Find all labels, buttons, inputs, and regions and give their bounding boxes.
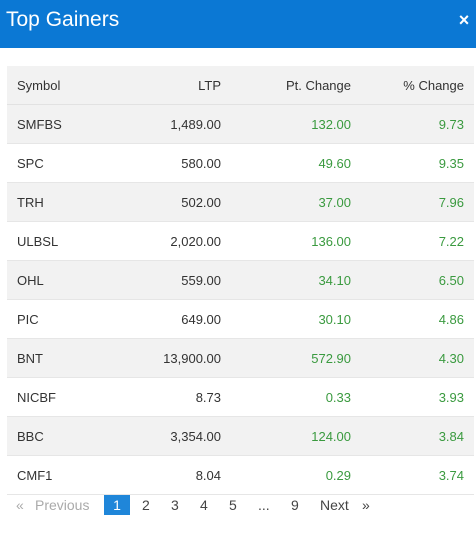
- table-header-row: Symbol LTP Pt. Change % Change: [7, 66, 474, 105]
- pct-change-cell: 4.30: [361, 338, 474, 378]
- pct-change-cell: 3.93: [361, 377, 474, 417]
- table-row[interactable]: CMF1 8.04 0.29 3.74: [7, 455, 474, 495]
- header-ltp[interactable]: LTP: [123, 66, 231, 105]
- ltp-cell: 2,020.00: [123, 221, 231, 261]
- previous-button: Previous: [35, 497, 90, 513]
- ltp-cell: 580.00: [123, 143, 231, 183]
- symbol-cell[interactable]: SPC: [7, 143, 123, 183]
- header-pct-change[interactable]: % Change: [361, 66, 474, 105]
- pt-change-cell: 30.10: [231, 299, 361, 339]
- table-row[interactable]: BBC 3,354.00 124.00 3.84: [7, 416, 474, 456]
- gainers-table: Symbol LTP Pt. Change % Change SMFBS 1,4…: [7, 66, 474, 495]
- symbol-cell[interactable]: OHL: [7, 260, 123, 300]
- symbol-cell[interactable]: SMFBS: [7, 104, 123, 144]
- table-row[interactable]: ULBSL 2,020.00 136.00 7.22: [7, 221, 474, 261]
- header-pt-change[interactable]: Pt. Change: [231, 66, 361, 105]
- pagination: « Previous 1 2 3 4 5 ... 9 Next »: [0, 495, 476, 517]
- pct-change-cell: 4.86: [361, 299, 474, 339]
- page-5-button[interactable]: 5: [229, 497, 237, 513]
- symbol-cell[interactable]: TRH: [7, 182, 123, 222]
- page-9-button[interactable]: 9: [291, 497, 299, 513]
- table-row[interactable]: OHL 559.00 34.10 6.50: [7, 260, 474, 300]
- pct-change-cell: 3.84: [361, 416, 474, 456]
- pt-change-cell: 37.00: [231, 182, 361, 222]
- page-2-button[interactable]: 2: [142, 497, 150, 513]
- modal-title: Top Gainers: [6, 8, 120, 31]
- symbol-cell[interactable]: ULBSL: [7, 221, 123, 261]
- ltp-cell: 1,489.00: [123, 104, 231, 144]
- pt-change-cell: 0.33: [231, 377, 361, 417]
- table-row[interactable]: BNT 13,900.00 572.90 4.30: [7, 338, 474, 378]
- next-arrow-icon[interactable]: »: [362, 497, 370, 513]
- modal-header: Top Gainers ×: [0, 0, 476, 48]
- pct-change-cell: 7.22: [361, 221, 474, 261]
- symbol-cell[interactable]: PIC: [7, 299, 123, 339]
- ltp-cell: 8.04: [123, 455, 231, 495]
- ltp-cell: 13,900.00: [123, 338, 231, 378]
- next-button[interactable]: Next: [320, 497, 349, 513]
- symbol-cell[interactable]: NICBF: [7, 377, 123, 417]
- table-row[interactable]: PIC 649.00 30.10 4.86: [7, 299, 474, 339]
- pt-change-cell: 34.10: [231, 260, 361, 300]
- table-row[interactable]: SMFBS 1,489.00 132.00 9.73: [7, 104, 474, 144]
- ltp-cell: 3,354.00: [123, 416, 231, 456]
- close-icon[interactable]: ×: [458, 10, 470, 30]
- pct-change-cell: 9.73: [361, 104, 474, 144]
- page-1-button[interactable]: 1: [104, 495, 130, 515]
- table-row[interactable]: TRH 502.00 37.00 7.96: [7, 182, 474, 222]
- pt-change-cell: 124.00: [231, 416, 361, 456]
- ltp-cell: 8.73: [123, 377, 231, 417]
- table-row[interactable]: NICBF 8.73 0.33 3.93: [7, 377, 474, 417]
- table-row[interactable]: SPC 580.00 49.60 9.35: [7, 143, 474, 183]
- symbol-cell[interactable]: BBC: [7, 416, 123, 456]
- ltp-cell: 502.00: [123, 182, 231, 222]
- ltp-cell: 649.00: [123, 299, 231, 339]
- pct-change-cell: 3.74: [361, 455, 474, 495]
- symbol-cell[interactable]: BNT: [7, 338, 123, 378]
- pt-change-cell: 0.29: [231, 455, 361, 495]
- pt-change-cell: 132.00: [231, 104, 361, 144]
- previous-arrow-icon: «: [16, 497, 24, 513]
- header-symbol[interactable]: Symbol: [7, 66, 123, 105]
- page-4-button[interactable]: 4: [200, 497, 208, 513]
- pct-change-cell: 7.96: [361, 182, 474, 222]
- pagination-ellipsis: ...: [258, 497, 270, 513]
- symbol-cell[interactable]: CMF1: [7, 455, 123, 495]
- pt-change-cell: 136.00: [231, 221, 361, 261]
- pct-change-cell: 9.35: [361, 143, 474, 183]
- ltp-cell: 559.00: [123, 260, 231, 300]
- pt-change-cell: 49.60: [231, 143, 361, 183]
- pct-change-cell: 6.50: [361, 260, 474, 300]
- page-3-button[interactable]: 3: [171, 497, 179, 513]
- pt-change-cell: 572.90: [231, 338, 361, 378]
